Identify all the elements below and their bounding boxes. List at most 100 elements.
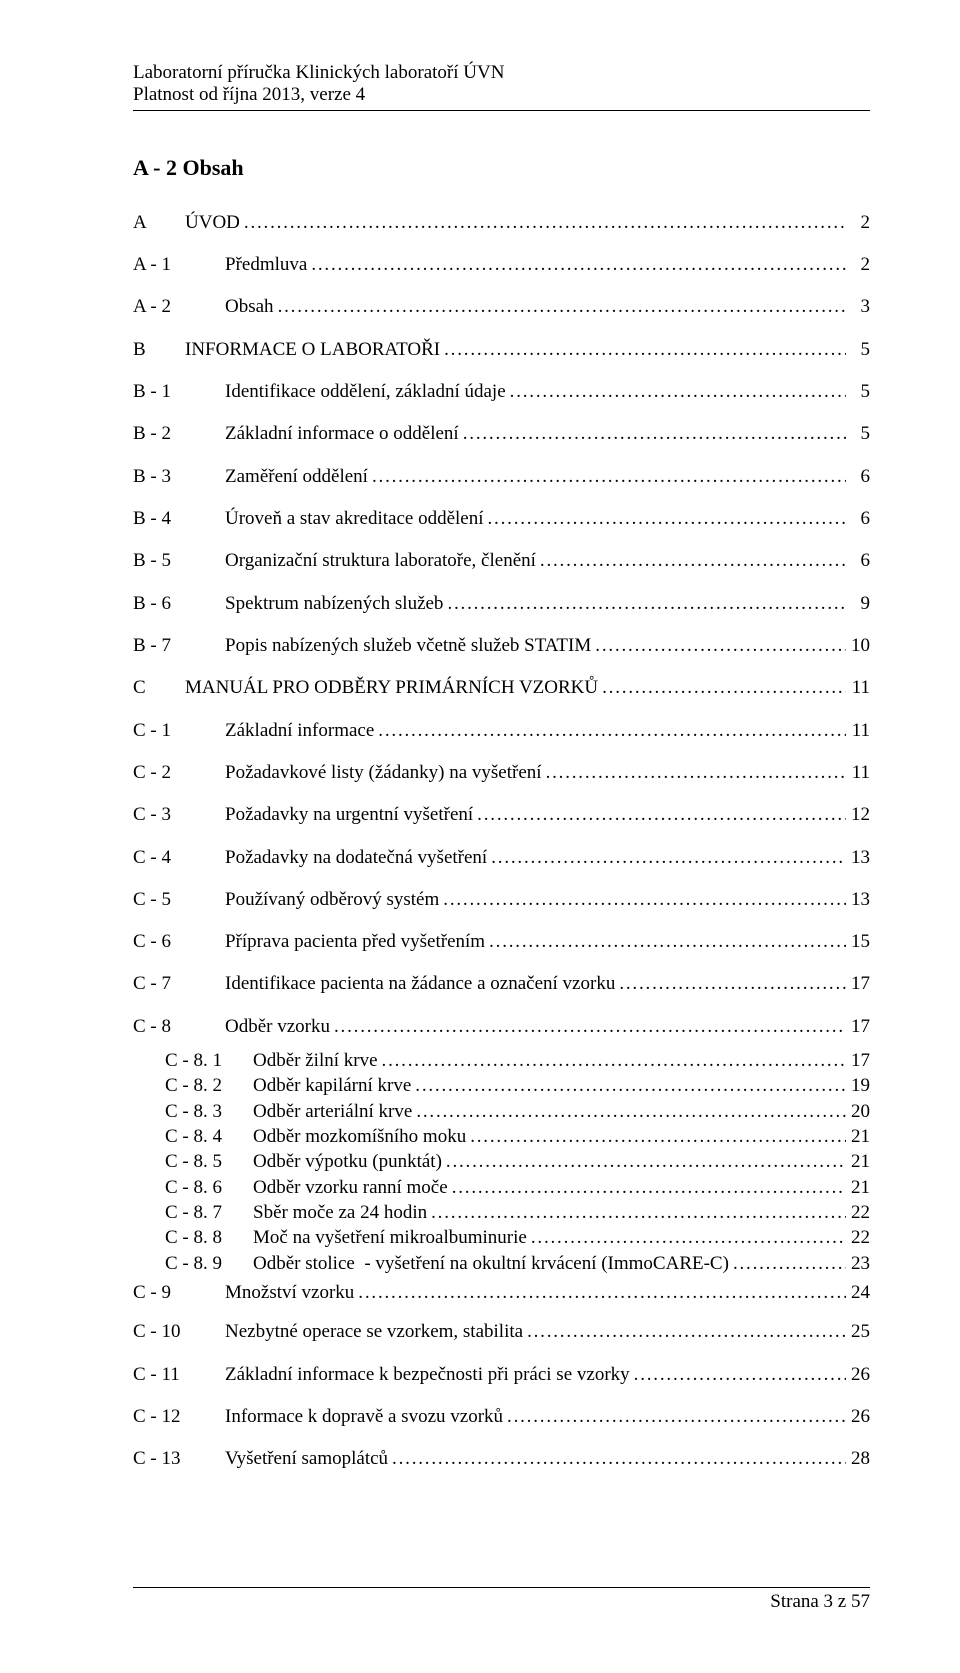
toc-row: AÚVOD2 [133, 211, 870, 235]
toc-code: B [133, 338, 185, 362]
toc-label: Sběr moče za 24 hodin [253, 1201, 427, 1225]
toc-code: B - 3 [133, 465, 225, 489]
toc-page-number: 20 [846, 1100, 870, 1124]
toc-label: Základní informace k bezpečnosti při prá… [225, 1363, 630, 1387]
toc-page-number: 2 [846, 211, 870, 235]
toc-code: C - 8. 2 [133, 1074, 253, 1098]
toc-page-number: 22 [846, 1226, 870, 1250]
toc-row: C - 7Identifikace pacienta na žádance a … [133, 972, 870, 996]
toc-row: C - 12Informace k dopravě a svozu vzorků… [133, 1405, 870, 1429]
toc-page-number: 11 [846, 676, 870, 700]
toc-label: Popis nabízených služeb včetně služeb ST… [225, 634, 591, 658]
toc-code: C - 5 [133, 888, 225, 912]
toc-leader [368, 465, 846, 489]
toc-leader [354, 1281, 846, 1305]
toc-code: C - 7 [133, 972, 225, 996]
toc-code: C [133, 676, 185, 700]
toc-row: B - 4Úroveň a stav akreditace oddělení6 [133, 507, 870, 531]
page-footer: Strana 3 z 57 [133, 1587, 870, 1613]
toc-label: Identifikace pacienta na žádance a označ… [225, 972, 615, 996]
toc-leader [442, 1150, 846, 1174]
toc-leader [443, 592, 846, 616]
section-title: A - 2 Obsah [133, 155, 870, 181]
toc-page-number: 5 [846, 338, 870, 362]
toc-code: C - 8. 3 [133, 1100, 253, 1124]
toc-leader [378, 1049, 846, 1073]
toc-label: Vyšetření samoplátců [225, 1447, 388, 1471]
toc-row: B - 3Zaměření oddělení 6 [133, 465, 870, 489]
toc-page-number: 24 [846, 1281, 870, 1305]
toc-row: C - 4Požadavky na dodatečná vyšetření13 [133, 846, 870, 870]
toc-page-number: 13 [846, 888, 870, 912]
toc-leader [274, 295, 846, 319]
toc-code: C - 2 [133, 761, 225, 785]
toc-code: C - 3 [133, 803, 225, 827]
toc-code: C - 8. 4 [133, 1125, 253, 1149]
toc-code: C - 11 [133, 1363, 225, 1387]
toc-leader [448, 1176, 846, 1200]
toc-row: B - 5Organizační struktura laboratoře, č… [133, 549, 870, 573]
toc-leader [630, 1363, 846, 1387]
toc-label: Základní informace [225, 719, 374, 743]
toc-row: C - 10Nezbytné operace se vzorkem, stabi… [133, 1320, 870, 1344]
toc-label: Odběr mozkomíšního moku [253, 1125, 466, 1149]
toc-code: C - 10 [133, 1320, 225, 1344]
toc-label: Spektrum nabízených služeb [225, 592, 443, 616]
toc-leader [536, 549, 846, 573]
toc-row: C - 9Množství vzorku24 [133, 1281, 870, 1305]
toc-row: A - 1Předmluva2 [133, 253, 870, 277]
toc-row: C - 1Základní informace 11 [133, 719, 870, 743]
toc-row: C - 11Základní informace k bezpečnosti p… [133, 1363, 870, 1387]
toc-code: A - 1 [133, 253, 225, 277]
toc-label: Množství vzorku [225, 1281, 354, 1305]
toc-code: C - 8. 1 [133, 1049, 253, 1073]
toc-leader [473, 803, 846, 827]
toc-leader [374, 719, 846, 743]
toc-page-number: 17 [846, 1015, 870, 1039]
toc-page-number: 15 [846, 930, 870, 954]
toc-leader [729, 1252, 846, 1276]
toc-leader [307, 253, 846, 277]
toc-leader [427, 1201, 846, 1225]
header-rule [133, 110, 870, 111]
toc-leader [459, 422, 846, 446]
toc-label: Odběr vzorku [225, 1015, 330, 1039]
toc-page-number: 22 [846, 1201, 870, 1225]
toc-row: BINFORMACE O LABORATOŘI5 [133, 338, 870, 362]
toc-code: C - 1 [133, 719, 225, 743]
toc-leader [487, 846, 846, 870]
toc-leader [330, 1015, 846, 1039]
toc-label: Organizační struktura laboratoře, členěn… [225, 549, 536, 573]
toc-page-number: 21 [846, 1125, 870, 1149]
document-page: Laboratorní příručka Klinických laborato… [0, 0, 960, 1673]
toc-row: B - 6Spektrum nabízených služeb9 [133, 592, 870, 616]
toc-page-number: 23 [846, 1252, 870, 1276]
toc-code: B - 4 [133, 507, 225, 531]
toc-label: Používaný odběrový systém [225, 888, 439, 912]
toc-label: Požadavky na urgentní vyšetření [225, 803, 473, 827]
toc-label: Obsah [225, 295, 274, 319]
toc-label: Základní informace o oddělení [225, 422, 459, 446]
page-header: Laboratorní příručka Klinických laborato… [133, 62, 870, 111]
toc-label: Odběr kapilární krve [253, 1074, 411, 1098]
toc-row: B - 2Základní informace o oddělení5 [133, 422, 870, 446]
toc-page-number: 10 [846, 634, 870, 658]
toc-leader [484, 507, 847, 531]
toc-leader [411, 1074, 846, 1098]
toc-row: C - 8. 6Odběr vzorku ranní moče21 [133, 1176, 870, 1200]
toc-row: C - 8. 5Odběr výpotku (punktát)21 [133, 1150, 870, 1174]
toc-page-number: 17 [846, 972, 870, 996]
toc-page-number: 25 [846, 1320, 870, 1344]
toc-label: Moč na vyšetření mikroalbuminurie [253, 1226, 527, 1250]
toc-label: Příprava pacienta před vyšetřením [225, 930, 485, 954]
toc-leader [598, 676, 846, 700]
toc-row: C - 8. 1Odběr žilní krve17 [133, 1049, 870, 1073]
header-subtitle: Platnost od října 2013, verze 4 [133, 84, 870, 106]
toc-label: Zaměření oddělení [225, 465, 368, 489]
toc-page-number: 6 [846, 465, 870, 489]
toc-page-number: 11 [846, 719, 870, 743]
header-title: Laboratorní příručka Klinických laborato… [133, 62, 870, 84]
toc-code: C - 8. 5 [133, 1150, 253, 1174]
toc-page-number: 17 [846, 1049, 870, 1073]
toc-code: B - 5 [133, 549, 225, 573]
